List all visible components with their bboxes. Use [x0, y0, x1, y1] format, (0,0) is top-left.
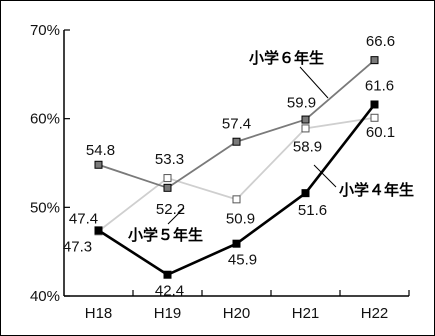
data-label: 59.9 — [287, 95, 316, 112]
data-point-marker — [94, 226, 103, 235]
data-label: 53.3 — [155, 151, 184, 168]
x-tick-label: H22 — [361, 305, 389, 322]
series-name-grade4: 小学４年生 — [339, 181, 414, 199]
data-point-marker — [163, 174, 172, 183]
data-label: 66.6 — [366, 33, 395, 50]
data-label: 60.1 — [366, 124, 395, 141]
y-tick-label: 60% — [30, 111, 60, 128]
y-tick-label: 70% — [30, 22, 60, 39]
data-point-marker — [301, 189, 310, 198]
data-label: 47.4 — [69, 210, 98, 227]
data-label: 47.3 — [63, 238, 92, 255]
data-point-marker — [232, 137, 241, 146]
data-point-marker — [370, 100, 379, 109]
x-tick-label: H20 — [223, 305, 251, 322]
y-ticks: 40% 50% 60% 70% — [30, 22, 70, 305]
axes — [63, 30, 409, 297]
data-label: 51.6 — [298, 202, 327, 219]
y-tick-label: 50% — [30, 199, 60, 216]
data-point-marker — [301, 124, 310, 133]
data-label: 54.8 — [86, 142, 115, 159]
data-point-marker — [370, 113, 379, 122]
data-label: 61.6 — [365, 77, 394, 94]
data-label: 42.4 — [155, 283, 184, 300]
series-name-grade5-leader — [167, 207, 185, 225]
data-point-marker — [163, 183, 172, 192]
y-tick-label: 40% — [30, 288, 60, 305]
data-point-marker — [232, 239, 241, 248]
data-point-marker — [370, 56, 379, 65]
x-tick-label: H18 — [85, 305, 113, 322]
data-point-marker — [94, 160, 103, 169]
series-name-grade5: 小学５年生 — [128, 226, 203, 244]
data-point-marker — [301, 115, 310, 124]
x-tick-label: H21 — [292, 305, 320, 322]
x-ticks: H18 H19 H20 H21 H22 — [85, 290, 410, 322]
series-name-grade4-leader — [313, 164, 337, 188]
series-name-grade6-leader — [299, 66, 329, 99]
series-layer: 47.3 53.3 50.9 58.9 60.1 54.8 52.2 57.4 59.9 66.6… — [63, 33, 395, 300]
data-label: 45.9 — [228, 252, 257, 269]
series-names: 小学６年生 小学５年生 小学４年生 — [128, 49, 414, 244]
data-label: 58.9 — [293, 138, 322, 155]
data-point-marker — [232, 195, 241, 204]
series-name-grade6: 小学６年生 — [249, 49, 324, 67]
data-label: 50.9 — [226, 210, 255, 227]
data-label: 57.4 — [222, 116, 251, 133]
data-label: 52.2 — [156, 201, 185, 218]
x-tick-label: H19 — [154, 305, 182, 322]
data-point-marker — [163, 270, 172, 279]
